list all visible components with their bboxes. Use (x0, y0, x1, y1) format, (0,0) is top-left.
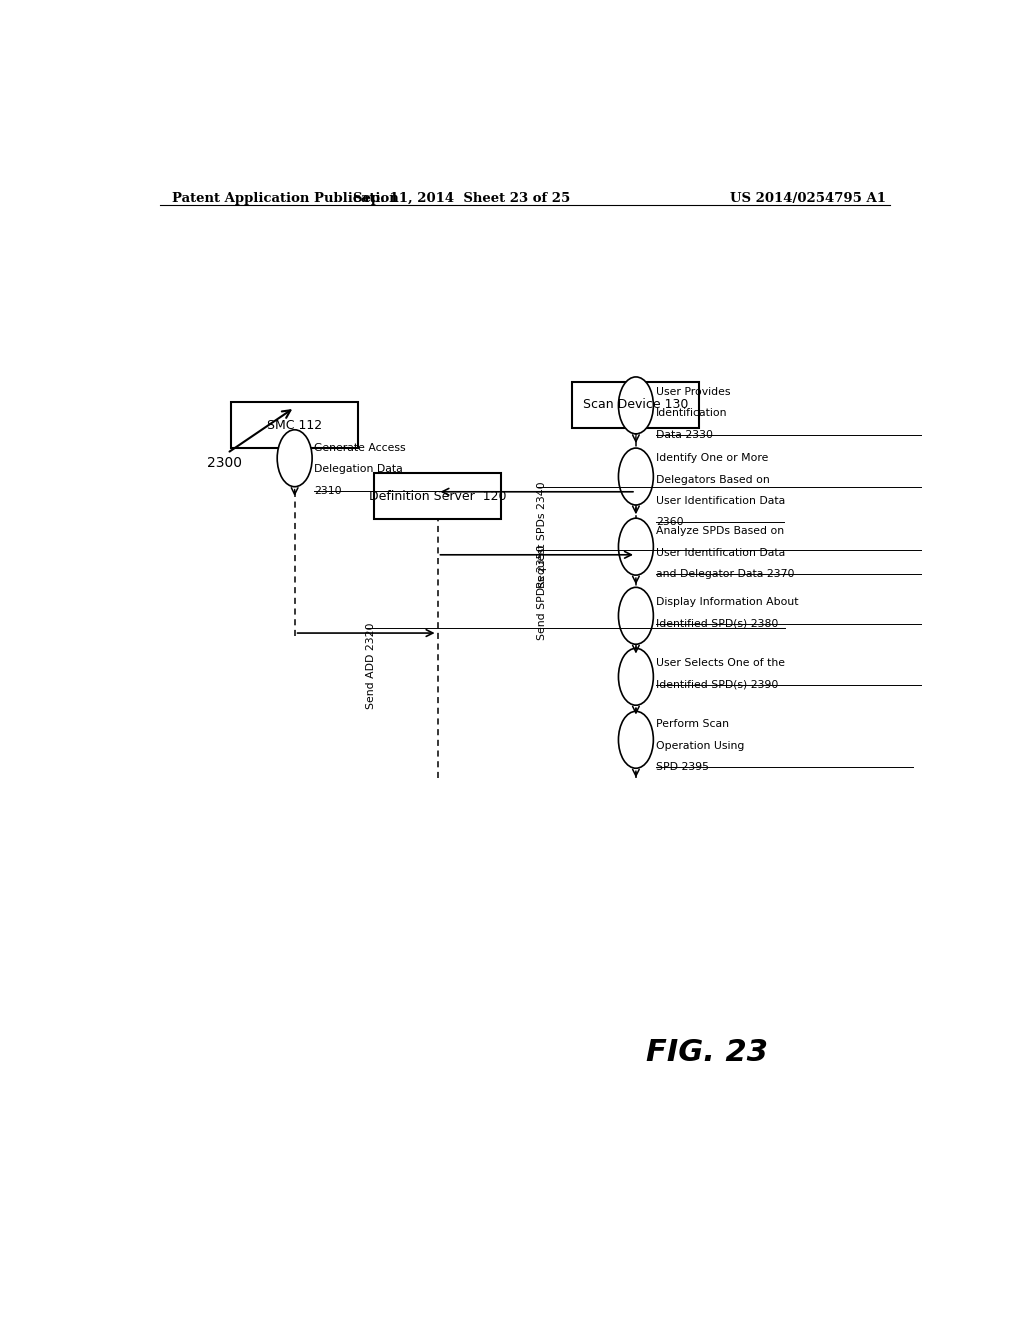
Ellipse shape (618, 587, 653, 644)
Text: Sep. 11, 2014  Sheet 23 of 25: Sep. 11, 2014 Sheet 23 of 25 (352, 191, 570, 205)
Text: Send SPDss 2350: Send SPDss 2350 (537, 545, 547, 640)
Text: Generate Access: Generate Access (314, 444, 407, 453)
Text: SPD 2395: SPD 2395 (655, 762, 709, 772)
Text: and Delegator Data 2370: and Delegator Data 2370 (655, 569, 795, 579)
Text: 2300: 2300 (207, 457, 243, 470)
Text: Definition Server  120: Definition Server 120 (369, 490, 506, 503)
Text: Patent Application Publication: Patent Application Publication (172, 191, 398, 205)
Text: Identified SPD(s) 2380: Identified SPD(s) 2380 (655, 619, 778, 628)
Text: Delegators Based on: Delegators Based on (655, 474, 769, 484)
Ellipse shape (618, 711, 653, 768)
Ellipse shape (278, 430, 312, 487)
Ellipse shape (618, 519, 653, 576)
Text: Perform Scan: Perform Scan (655, 719, 729, 730)
Text: Identify One or More: Identify One or More (655, 453, 768, 463)
FancyBboxPatch shape (374, 474, 501, 519)
Text: 2360: 2360 (655, 517, 683, 527)
Text: Send ADD 2320: Send ADD 2320 (367, 623, 376, 709)
Text: 2310: 2310 (314, 486, 342, 496)
Text: Request SPDs 2340: Request SPDs 2340 (537, 482, 547, 589)
Text: Data 2330: Data 2330 (655, 430, 713, 440)
Text: US 2014/0254795 A1: US 2014/0254795 A1 (730, 191, 886, 205)
Text: Identification: Identification (655, 408, 727, 418)
Ellipse shape (618, 378, 653, 434)
Text: User Provides: User Provides (655, 387, 730, 397)
Text: FIG. 23: FIG. 23 (646, 1038, 768, 1067)
Text: SMC 112: SMC 112 (267, 418, 323, 432)
Text: Delegation Data: Delegation Data (314, 465, 403, 474)
Ellipse shape (618, 648, 653, 705)
Text: Analyze SPDs Based on: Analyze SPDs Based on (655, 527, 783, 536)
Text: Scan Device 130: Scan Device 130 (584, 399, 688, 412)
FancyBboxPatch shape (231, 403, 358, 447)
Text: User Identification Data: User Identification Data (655, 496, 785, 506)
Text: User Identification Data: User Identification Data (655, 548, 785, 557)
Text: Operation Using: Operation Using (655, 741, 744, 751)
FancyBboxPatch shape (572, 381, 699, 428)
Text: Identified SPD(s) 2390: Identified SPD(s) 2390 (655, 680, 778, 690)
Ellipse shape (618, 447, 653, 506)
Text: User Selects One of the: User Selects One of the (655, 659, 784, 668)
Text: Display Information About: Display Information About (655, 598, 799, 607)
